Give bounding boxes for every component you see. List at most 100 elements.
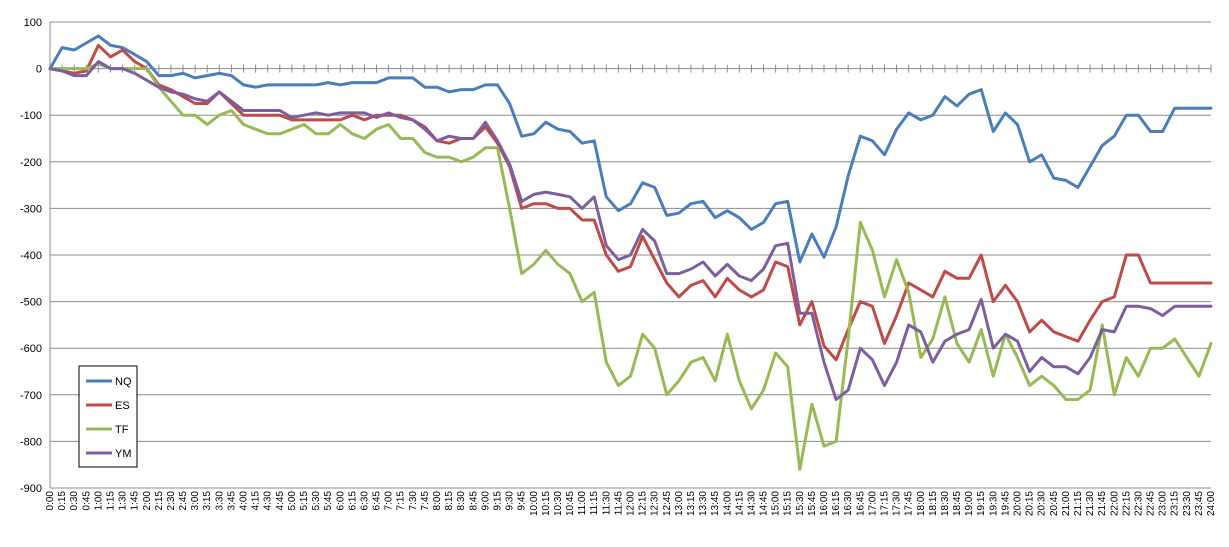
x-tick-label: 21:15 <box>1073 491 1084 516</box>
x-tick-label: 10:30 <box>553 491 564 516</box>
x-tick-label: 15:30 <box>795 491 806 516</box>
x-tick-label: 5:15 <box>299 491 310 511</box>
x-tick-label: 7:30 <box>408 491 419 511</box>
x-tick-label: 6:15 <box>347 491 358 511</box>
x-tick-label: 15:15 <box>783 491 794 516</box>
x-tick-label: 0:00 <box>45 491 56 511</box>
x-tick-label: 3:30 <box>214 491 225 511</box>
x-tick-label: 3:15 <box>202 491 213 511</box>
legend-label: YM <box>115 448 132 460</box>
legend-box <box>78 365 138 468</box>
series-lines <box>48 34 1213 471</box>
x-tick-label: 18:15 <box>928 491 939 516</box>
x-tick-label: 2:45 <box>178 491 189 511</box>
x-tick-label: 4:45 <box>275 491 286 511</box>
x-tick-label: 21:00 <box>1061 491 1072 516</box>
x-tick-label: 14:45 <box>759 491 770 516</box>
x-tick-label: 10:45 <box>565 491 576 516</box>
x-tick-label: 16:00 <box>819 491 830 516</box>
x-tick-label: 22:30 <box>1133 491 1144 516</box>
x-tick-label: 23:15 <box>1170 491 1181 516</box>
x-tick-label: 22:15 <box>1121 491 1132 516</box>
x-tick-label: 18:30 <box>940 491 951 516</box>
x-tick-label: 3:45 <box>226 491 237 511</box>
y-tick-label: -700 <box>20 390 42 402</box>
x-tick-label: 1:30 <box>118 491 129 511</box>
x-tick-label: 19:30 <box>988 491 999 516</box>
x-tick-label: 11:45 <box>613 491 624 516</box>
x-tick-label: 2:00 <box>142 491 153 511</box>
x-tick-label: 18:45 <box>952 491 963 516</box>
x-tick-label: 23:45 <box>1194 491 1205 516</box>
x-tick-label: 2:15 <box>154 491 165 511</box>
series-line-tf <box>48 62 1213 471</box>
x-tick-label: 23:30 <box>1182 491 1193 516</box>
y-tick-label: -600 <box>20 343 42 355</box>
x-tick-label: 10:15 <box>541 491 552 516</box>
legend: NQ ES TF YM <box>78 365 138 468</box>
legend-label: NQ <box>115 376 132 388</box>
x-tick-label: 2:30 <box>166 491 177 511</box>
y-tick-label: -900 <box>20 483 42 495</box>
x-tick-label: 17:15 <box>879 491 890 516</box>
x-tick-label: 14:30 <box>746 491 757 516</box>
x-tick-label: 17:45 <box>904 491 915 516</box>
y-tick-label: 100 <box>24 17 42 29</box>
x-tick-label: 0:15 <box>57 491 68 511</box>
x-tick-label: 1:15 <box>105 491 116 511</box>
series-line-es <box>48 43 1213 362</box>
x-tick-label: 11:15 <box>589 491 600 516</box>
x-tick-label: 19:15 <box>976 491 987 516</box>
x-tick-label: 6:00 <box>335 491 346 511</box>
x-tick-label: 11:30 <box>601 491 612 516</box>
y-tick-labels: 100 0 -100 -200 -300 -400 -500 -600 -700 -800 -900 <box>20 17 42 495</box>
x-tick-label: 20:15 <box>1025 491 1036 516</box>
x-tick-label: 14:00 <box>722 491 733 516</box>
x-tick-label: 21:45 <box>1097 491 1108 516</box>
x-tick-label: 9:45 <box>517 491 528 511</box>
x-tick-label: 17:00 <box>867 491 878 516</box>
x-tick-label: 9:00 <box>480 491 491 511</box>
x-tick-label: 14:15 <box>734 491 745 516</box>
x-tick-label: 23:00 <box>1158 491 1169 516</box>
x-tick-label: 8:00 <box>432 491 443 511</box>
x-tick-label: 7:15 <box>396 491 407 511</box>
x-tick-label: 1:00 <box>93 491 104 511</box>
x-tick-label: 1:45 <box>130 491 141 511</box>
x-tick-label: 8:45 <box>468 491 479 511</box>
x-tick-label: 7:45 <box>420 491 431 511</box>
y-tick-label: -300 <box>20 203 42 215</box>
x-tick-label: 5:45 <box>323 491 334 511</box>
series-line-ym <box>48 60 1213 401</box>
x-tick-label: 8:15 <box>444 491 455 511</box>
x-tick-label: 9:15 <box>492 491 503 511</box>
y-tick-label: 0 <box>36 64 42 76</box>
x-tick-label: 18:00 <box>916 491 927 516</box>
x-tick-label: 6:45 <box>372 491 383 511</box>
x-tick-label: 21:30 <box>1085 491 1096 516</box>
x-tick-label: 0:45 <box>81 491 92 511</box>
y-tick-label: -200 <box>20 157 42 169</box>
x-tick-label: 4:30 <box>263 491 274 511</box>
x-tick-label: 12:45 <box>662 491 673 516</box>
x-tick-label: 15:00 <box>771 491 782 516</box>
x-tick-label: 5:30 <box>311 491 322 511</box>
y-tick-label: -100 <box>20 110 42 122</box>
x-tick-label: 22:45 <box>1146 491 1157 516</box>
x-tick-label: 12:15 <box>638 491 649 516</box>
x-tick-label: 12:30 <box>650 491 661 516</box>
x-tick-label: 13:15 <box>686 491 697 516</box>
y-tick-label: -400 <box>20 250 42 262</box>
x-tick-label: 4:00 <box>239 491 250 511</box>
x-tick-label: 8:30 <box>456 491 467 511</box>
x-tick-label: 24:00 <box>1206 491 1217 516</box>
series-line-nq <box>48 34 1213 264</box>
x-tick-label: 19:00 <box>964 491 975 516</box>
y-tick-label: -500 <box>20 297 42 309</box>
x-tick-label: 20:30 <box>1037 491 1048 516</box>
x-tick-label: 20:45 <box>1049 491 1060 516</box>
x-tick-label: 16:15 <box>831 491 842 516</box>
x-tick-label: 7:00 <box>384 491 395 511</box>
x-tick-label: 13:45 <box>710 491 721 516</box>
